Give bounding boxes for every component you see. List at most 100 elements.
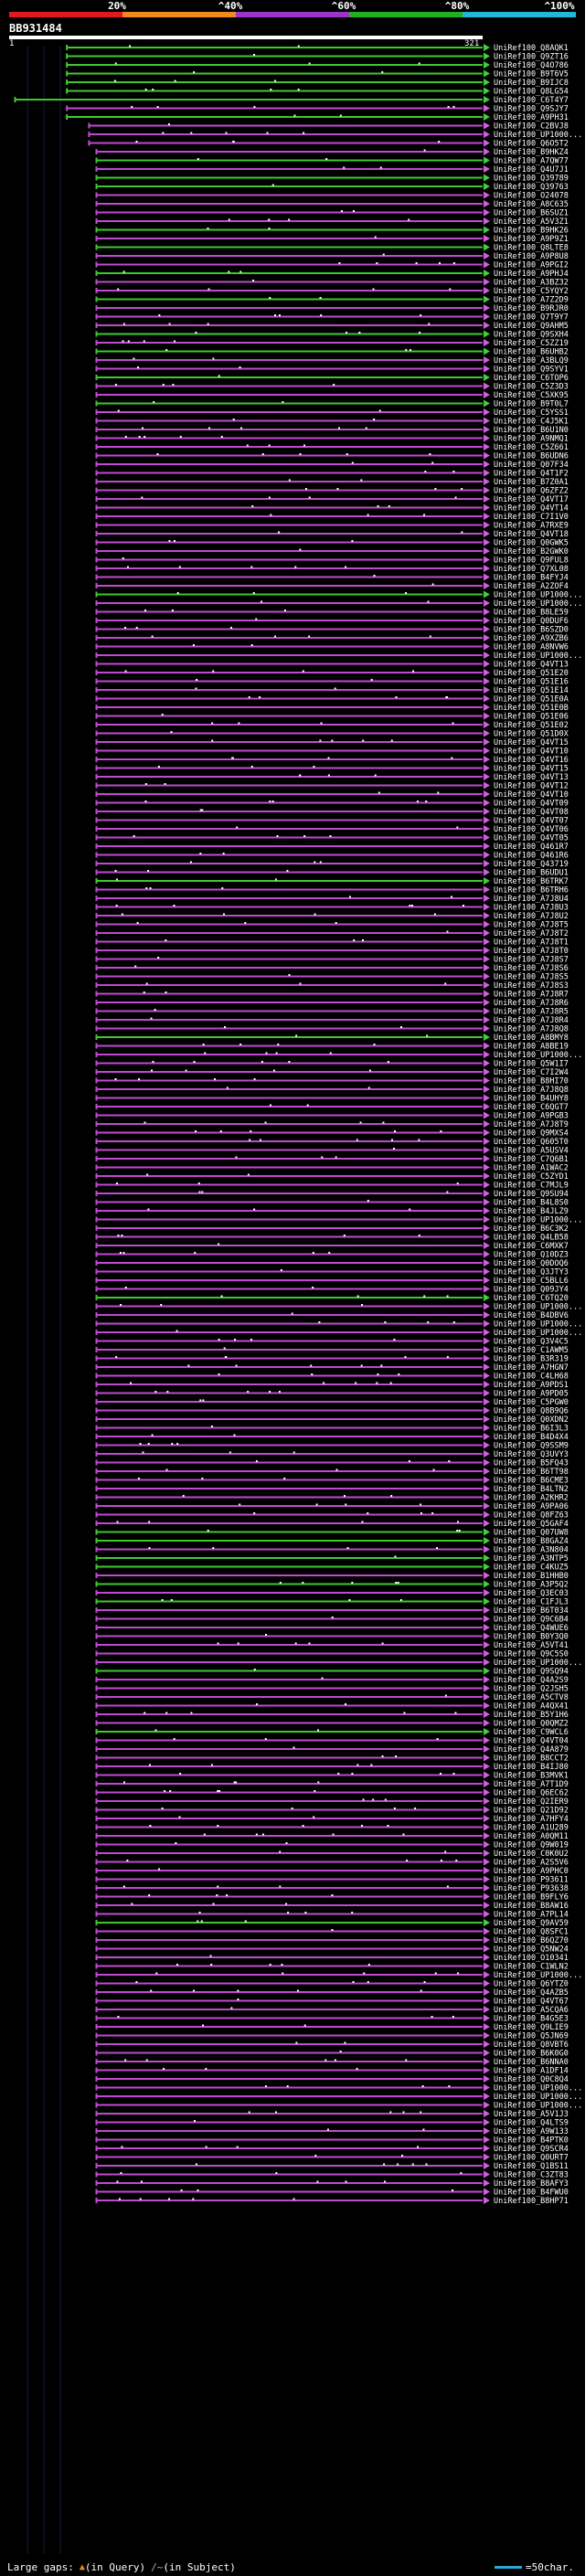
hit-label[interactable]: UniRef100_B9FLY6 — [494, 1893, 569, 1903]
hit-label[interactable]: UniRef100_A3N804 — [494, 1546, 569, 1555]
hit-row[interactable]: UniRef100_C5YQY2 — [95, 287, 569, 296]
hit-label[interactable]: UniRef100_Q8B9Q6 — [494, 1407, 569, 1416]
hit-row[interactable]: UniRef100_C5Z661 — [95, 443, 569, 452]
hit-label[interactable]: UniRef100_A7J8T0 — [494, 947, 569, 956]
hit-row[interactable]: UniRef100_Q4VT17 — [95, 495, 569, 504]
hit-label[interactable]: UniRef100_Q07UW8 — [494, 1529, 569, 1538]
hit-label[interactable]: UniRef100_B4LTN2 — [494, 1485, 569, 1494]
hit-label[interactable]: UniRef100_C5YQY2 — [494, 287, 569, 296]
hit-label[interactable]: UniRef100_C7MJL9 — [494, 1182, 569, 1191]
hit-label[interactable]: UniRef100_Q6ZFZ2 — [494, 487, 569, 496]
hit-label[interactable]: UniRef100_Q4O786 — [494, 61, 569, 70]
hit-row[interactable]: UniRef100_Q9W019 — [95, 1840, 569, 1850]
hit-row[interactable]: UniRef100_B4DBV6 — [95, 1311, 569, 1320]
hit-row[interactable]: UniRef100_Q4VT05 — [95, 833, 569, 843]
hit-label[interactable]: UniRef100_Q9W019 — [494, 1841, 569, 1850]
hit-row[interactable]: UniRef100_UP1000... — [95, 590, 583, 600]
hit-row[interactable]: UniRef100_C6TQ20 — [95, 1294, 569, 1303]
hit-label[interactable]: UniRef100_C5XK95 — [494, 391, 569, 400]
hit-label[interactable]: UniRef100_A7J8S3 — [494, 981, 569, 991]
hit-row[interactable]: UniRef100_P93611 — [95, 1875, 569, 1885]
hit-label[interactable]: UniRef100_A7J8R6 — [494, 999, 569, 1008]
hit-label[interactable]: UniRef100_C7I1V0 — [494, 513, 569, 522]
hit-row[interactable]: UniRef100_A1WAC2 — [95, 1163, 569, 1173]
hit-row[interactable]: UniRef100_Q4VT09 — [95, 799, 569, 809]
hit-label[interactable]: UniRef100_Q51E0A — [494, 695, 569, 705]
hit-label[interactable]: UniRef100_A9XZB6 — [494, 634, 569, 643]
hit-label[interactable]: UniRef100_B9RJR0 — [494, 304, 569, 313]
hit-row[interactable]: UniRef100_Q43719 — [95, 860, 569, 869]
hit-row[interactable]: UniRef100_Q7XL08 — [95, 565, 569, 574]
hit-row[interactable]: UniRef100_A7J8T9 — [95, 1120, 569, 1129]
hit-label[interactable]: UniRef100_A9W133 — [494, 2127, 569, 2136]
hit-label[interactable]: UniRef100_UP1000... — [494, 1659, 582, 1668]
hit-row[interactable]: UniRef100_Q4VT16 — [95, 756, 569, 765]
hit-label[interactable]: UniRef100_Q9LIE9 — [494, 2023, 569, 2032]
hit-label[interactable]: UniRef100_UP1000... — [494, 1329, 582, 1338]
hit-label[interactable]: UniRef100_Q9SQ94 — [494, 1668, 569, 1677]
hit-label[interactable]: UniRef100_A9PGB3 — [494, 1112, 569, 1121]
hit-label[interactable]: UniRef100_Q4VT17 — [494, 495, 569, 504]
hit-row[interactable]: UniRef100_Q4A879 — [95, 1745, 569, 1754]
hit-label[interactable]: UniRef100_C5ZYD1 — [494, 1172, 569, 1182]
hit-row[interactable]: UniRef100_Q4O786 — [66, 61, 569, 70]
hit-row[interactable]: UniRef100_A9PHC0 — [95, 1867, 569, 1876]
hit-label[interactable]: UniRef100_B4G5E3 — [494, 2015, 569, 2024]
hit-row[interactable]: UniRef100_UP1000... — [95, 2101, 583, 2111]
hit-row[interactable]: UniRef100_Q4VT12 — [95, 781, 569, 791]
hit-row[interactable]: UniRef100_Q39763 — [95, 183, 569, 192]
hit-row[interactable]: UniRef100_Q9SJY7 — [66, 104, 569, 114]
hit-row[interactable]: UniRef100_Q6ZFZ2 — [95, 486, 569, 496]
hit-row[interactable]: UniRef100_Q51E02 — [95, 721, 569, 730]
hit-row[interactable]: UniRef100_B9HKZ4 — [95, 148, 569, 157]
hit-label[interactable]: UniRef100_Q4VT18 — [494, 530, 569, 539]
hit-label[interactable]: UniRef100_Q4A879 — [494, 1745, 569, 1754]
hit-row[interactable]: UniRef100_Q4AZB5 — [95, 1988, 569, 1998]
hit-row[interactable]: UniRef100_Q51E16 — [95, 677, 569, 687]
hit-row[interactable]: UniRef100_Q0C8Q4 — [95, 2075, 569, 2084]
hit-label[interactable]: UniRef100_A5CTV8 — [494, 1693, 569, 1702]
hit-label[interactable]: UniRef100_B6TRK7 — [494, 877, 569, 886]
hit-label[interactable]: UniRef100_A4QX41 — [494, 1702, 569, 1712]
hit-row[interactable]: UniRef100_Q3JTY3 — [95, 1267, 569, 1277]
hit-row[interactable]: UniRef100_Q4U7J1 — [95, 165, 569, 175]
hit-row[interactable]: UniRef100_A9P9Z1 — [95, 235, 569, 244]
hit-row[interactable]: UniRef100_B3MVK1 — [95, 1771, 569, 1781]
hit-row[interactable]: UniRef100_B6C3K2 — [95, 1224, 569, 1234]
hit-row[interactable]: UniRef100_A8BE19 — [95, 1042, 569, 1052]
hit-label[interactable]: UniRef100_Q9SXH4 — [494, 331, 569, 340]
hit-label[interactable]: UniRef100_B4UHY8 — [494, 1095, 569, 1104]
hit-row[interactable]: UniRef100_P93638 — [95, 1884, 569, 1893]
hit-row[interactable]: UniRef100_Q8AQK1 — [66, 44, 569, 53]
hit-row[interactable]: UniRef100_Q461R6 — [95, 851, 569, 861]
hit-label[interactable]: UniRef100_A9PH31 — [494, 113, 569, 122]
hit-row[interactable]: UniRef100_UP1000... — [88, 131, 582, 140]
hit-row[interactable]: UniRef100_B8HP71 — [95, 2197, 569, 2206]
hit-row[interactable]: UniRef100_Q8LG54 — [66, 87, 569, 97]
hit-label[interactable]: UniRef100_B9IJC8 — [494, 79, 569, 88]
hit-label[interactable]: UniRef100_A5VT41 — [494, 1641, 569, 1650]
hit-label[interactable]: UniRef100_B8HI70 — [494, 1077, 569, 1087]
hit-label[interactable]: UniRef100_B6NNA0 — [494, 2058, 569, 2067]
hit-row[interactable]: UniRef100_C6QGT7 — [95, 1103, 569, 1112]
hit-row[interactable]: UniRef100_Q51E20 — [95, 669, 569, 678]
hit-label[interactable]: UniRef100_A5V3Z1 — [494, 217, 569, 227]
hit-row[interactable]: UniRef100_C1WLN2 — [95, 1962, 569, 1972]
hit-row[interactable]: UniRef100_A7HFY4 — [95, 1815, 569, 1824]
hit-row[interactable]: UniRef100_Q51D0X — [95, 729, 569, 739]
hit-label[interactable]: UniRef100_C5ZZ19 — [494, 339, 569, 348]
hit-row[interactable]: UniRef100_A9PGB3 — [95, 1111, 569, 1121]
hit-row[interactable]: UniRef100_A7J8T1 — [95, 938, 569, 948]
hit-row[interactable]: UniRef100_B4L8S0 — [95, 1198, 569, 1208]
hit-label[interactable]: UniRef100_Q51E06 — [494, 713, 569, 722]
hit-label[interactable]: UniRef100_Q9SCR4 — [494, 2145, 569, 2154]
hit-row[interactable]: UniRef100_Q4VT15 — [95, 764, 569, 774]
hit-label[interactable]: UniRef100_UP1000... — [494, 1303, 582, 1312]
hit-label[interactable]: UniRef100_C7I2W4 — [494, 1068, 569, 1077]
hit-row[interactable]: UniRef100_Q51E0A — [95, 694, 569, 705]
hit-label[interactable]: UniRef100_Q4VT15 — [494, 738, 569, 747]
hit-label[interactable]: UniRef100_B9T0L7 — [494, 400, 569, 409]
hit-label[interactable]: UniRef100_B4IJ80 — [494, 1763, 569, 1772]
hit-row[interactable]: UniRef100_A9W133 — [95, 2127, 569, 2136]
hit-label[interactable]: UniRef100_Q7XL08 — [494, 565, 569, 574]
